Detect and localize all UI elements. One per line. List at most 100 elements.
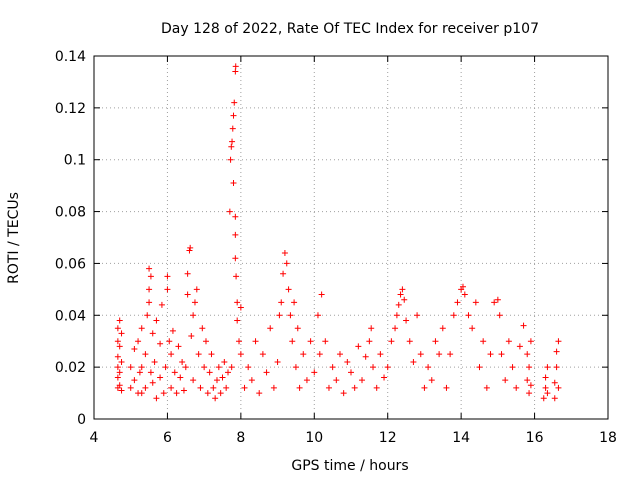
axis-ticks: 4 6 8 10 12 14 16 18 0 0.02 0.04 0.06 0.08 0.1 0.12 0.1… — [55, 49, 617, 446]
data-point — [439, 325, 446, 332]
grid — [94, 56, 608, 419]
data-point — [300, 351, 307, 358]
y-tick-label: 0.1 — [64, 153, 86, 169]
data-point — [184, 270, 191, 277]
data-point — [395, 301, 402, 308]
data-point — [465, 312, 472, 319]
data-point — [206, 369, 213, 376]
data-point — [263, 369, 270, 376]
data-point — [388, 338, 395, 345]
data-point — [281, 250, 288, 257]
data-point — [270, 384, 277, 391]
data-point — [527, 382, 534, 389]
data-point — [291, 299, 298, 306]
data-point — [233, 273, 240, 280]
data-point — [157, 340, 164, 347]
data-point — [351, 384, 358, 391]
data-point — [114, 374, 121, 381]
data-point — [509, 364, 516, 371]
data-point — [344, 358, 351, 365]
x-tick-label: 12 — [379, 430, 397, 446]
data-point — [476, 364, 483, 371]
data-point — [276, 312, 283, 319]
data-point — [336, 351, 343, 358]
data-point — [241, 384, 248, 391]
data-point — [179, 358, 186, 365]
data-point — [461, 291, 468, 298]
y-tick-label: 0.04 — [55, 308, 86, 324]
data-point — [513, 384, 520, 391]
data-point — [443, 384, 450, 391]
data-point — [225, 369, 232, 376]
y-tick-label: 0.02 — [55, 360, 86, 376]
data-point — [469, 325, 476, 332]
data-point — [116, 317, 123, 324]
data-point — [526, 390, 533, 397]
data-point — [228, 364, 235, 371]
data-point — [153, 395, 160, 402]
data-point — [118, 387, 125, 394]
data-point — [294, 325, 301, 332]
data-point — [483, 384, 490, 391]
data-point — [136, 369, 143, 376]
x-tick-label: 14 — [452, 430, 470, 446]
data-point — [370, 364, 377, 371]
data-point — [232, 213, 239, 220]
data-point — [307, 338, 314, 345]
data-point — [237, 351, 244, 358]
data-point — [146, 286, 153, 293]
data-point — [173, 390, 180, 397]
data-point — [314, 312, 321, 319]
data-point — [146, 265, 153, 272]
data-point — [393, 312, 400, 319]
data-point — [425, 364, 432, 371]
data-point — [162, 364, 169, 371]
data-point — [236, 338, 243, 345]
data-point — [164, 273, 171, 280]
data-point — [204, 390, 211, 397]
y-tick-label: 0.06 — [55, 256, 86, 272]
data-point — [232, 255, 239, 262]
data-point — [186, 247, 193, 254]
data-point — [127, 384, 134, 391]
data-point — [428, 377, 435, 384]
data-point — [147, 273, 154, 280]
data-point — [228, 143, 235, 150]
y-tick-label: 0.12 — [55, 101, 86, 117]
data-point — [318, 291, 325, 298]
data-point — [348, 369, 354, 376]
data-point — [373, 384, 380, 391]
data-point — [401, 296, 408, 303]
data-point — [180, 387, 187, 394]
data-point — [193, 286, 200, 293]
data-point — [285, 286, 292, 293]
data-point — [168, 351, 175, 358]
data-point — [377, 351, 384, 358]
data-point — [502, 377, 509, 384]
data-point — [283, 260, 290, 267]
data-point — [184, 291, 191, 298]
data-point — [202, 338, 209, 345]
data-point — [230, 180, 237, 187]
data-point — [311, 369, 318, 376]
data-point — [149, 330, 156, 337]
data-point — [325, 384, 332, 391]
data-point — [175, 343, 182, 350]
x-tick-label: 16 — [526, 430, 544, 446]
data-point — [127, 364, 134, 371]
y-tick-label: 0.08 — [55, 205, 86, 221]
data-point — [248, 377, 255, 384]
data-point — [280, 270, 287, 277]
data-point — [421, 384, 428, 391]
data-point — [459, 283, 466, 290]
data-point — [384, 364, 391, 371]
data-point — [355, 343, 362, 350]
data-point — [197, 384, 204, 391]
data-point — [114, 364, 121, 371]
data-point — [114, 338, 121, 345]
data-point — [245, 364, 252, 371]
data-point — [516, 343, 523, 350]
data-point — [151, 358, 158, 365]
data-point — [256, 390, 263, 397]
